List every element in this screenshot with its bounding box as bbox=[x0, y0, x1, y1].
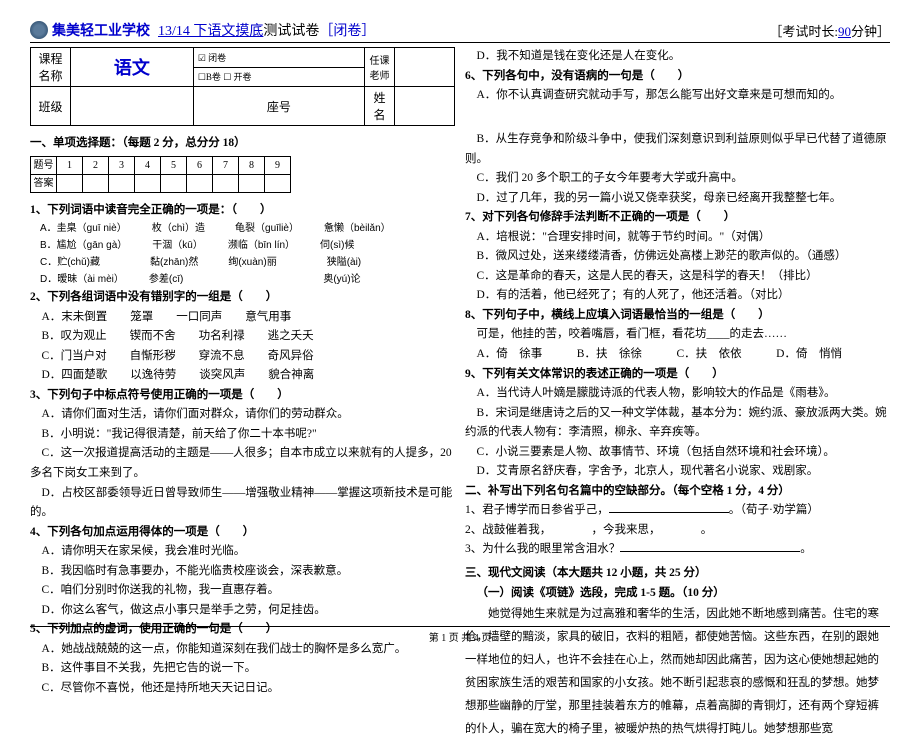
row-label: 答案 bbox=[31, 174, 57, 192]
q3-a: A．请你们面对生活，请你们面对群众，请你们的劳动群众。 bbox=[30, 405, 455, 425]
ans-cell bbox=[83, 174, 109, 192]
q7-c: C．这是革命的春天，这是人民的春天，这是科学的春天！（排比） bbox=[465, 267, 890, 287]
q6-b: B．从生存竞争和阶级斗争中，使我们深刻意识到利益原则似乎早已代替了道德原则。 bbox=[465, 130, 890, 169]
q1-a: A．圭臬（guī niè） 枚（chì）造 龟裂（guīliè） 惫懒（bèil… bbox=[30, 220, 455, 237]
name-cell bbox=[395, 87, 455, 126]
q4-title: 4、下列各句加点运用得体的一项是（ ） bbox=[30, 523, 455, 543]
section1-title: 一、单项选择题：（每题 2 分，总分分 18） bbox=[30, 134, 455, 154]
q9-title: 9、下列有关文体常识的表述正确的一项是（ ） bbox=[465, 365, 890, 385]
num-cell: 2 bbox=[83, 156, 109, 174]
num-cell: 9 bbox=[265, 156, 291, 174]
q7-b: B．微风过处，送来缕缕清香，仿佛远处高楼上渺茫的歌声似的。（通感） bbox=[465, 247, 890, 267]
q4-c: C．咱们分别时你送我的礼物，我一直惠存着。 bbox=[30, 581, 455, 601]
class-cell bbox=[71, 87, 194, 126]
q7-d: D．有的活着，他已经死了；有的人死了，他还活着。（对比） bbox=[465, 286, 890, 306]
q4-d: D．你这么客气，做这点小事只是举手之劳，何足挂齿。 bbox=[30, 601, 455, 621]
q9-b: B．宋词是继唐诗之后的又一种文学体裁，基本分为：婉约派、豪放派两大类。婉约派的代… bbox=[465, 404, 890, 443]
paper-options-2: ☐B卷 ☐ 开卷 bbox=[193, 67, 364, 87]
info-table: 课程名称 语文 ☑ 闭卷 任课老师 ☐B卷 ☐ 开卷 班级 座号 姓名 bbox=[30, 47, 455, 126]
q8-pre: 可是，他挂的苦，咬着嘴唇，看门框，看花坊____的走去…… bbox=[465, 325, 890, 345]
q8-a: A．倚 徐事 B．扶 徐徐 C．扶 依依 D．倚 悄悄 bbox=[465, 345, 890, 365]
exam-time-unit: 分钟］ bbox=[851, 24, 890, 39]
q2-a: A．末未倒置 笼罩 一口同声 意气用事 bbox=[30, 308, 455, 328]
q6-d: D．过了几年，我的另一篇小说又侥幸获奖，母亲已经离开我整整七年。 bbox=[465, 189, 890, 209]
right-column: B．从生存竞争和阶级斗争中，使我们深刻意识到利益原则似乎早已代替了道德原则。 C… bbox=[465, 130, 890, 741]
num-cell: 3 bbox=[109, 156, 135, 174]
row-label: 题号 bbox=[31, 156, 57, 174]
bracket: ［闭卷］ bbox=[319, 20, 375, 40]
ans-cell bbox=[135, 174, 161, 192]
right-top: D．我不知道是钱在变化还是人在变化。 6、下列各句中，没有语病的一句是（ ） A… bbox=[465, 47, 890, 126]
exam-time: ［考试时长:90分钟］ bbox=[769, 21, 890, 40]
course-name: 语文 bbox=[71, 48, 194, 87]
q9-c: C．小说三要素是人物、故事情节、环境（包括自然环境和社会环境）。 bbox=[465, 443, 890, 463]
left-column: 一、单项选择题：（每题 2 分，总分分 18） 题号123456789 答案 1… bbox=[30, 130, 455, 741]
ans-cell bbox=[187, 174, 213, 192]
title-rest: 测试试卷 bbox=[263, 20, 319, 40]
q2-c: C．门当户对 自惭形秽 穿流不息 奇风异俗 bbox=[30, 347, 455, 367]
q5-d: D．我不知道是钱在变化还是人在变化。 bbox=[465, 47, 890, 67]
q6-a: A．你不认真调查研究就动手写，那怎么能写出好文章来是可想而知的。 bbox=[465, 86, 890, 106]
q6-c: C．我们 20 多个职工的子女今年要考大学或升高中。 bbox=[465, 169, 890, 189]
ans-cell bbox=[109, 174, 135, 192]
q5-c: C．尽管你不喜悦，他还是持所地天天记日记。 bbox=[30, 679, 455, 699]
passage-p1: 她觉得她生来就是为过高雅和奢华的生活，因此她不断地感到痛苦。住宅的寒伧，墙壁的黯… bbox=[465, 603, 890, 741]
exam-time-label: ［考试时长: bbox=[769, 24, 838, 39]
ans-cell bbox=[265, 174, 291, 192]
teacher-cell bbox=[395, 48, 455, 87]
q8-title: 8、下列句子中，横线上应填入词语最恰当的一组是（ ） bbox=[465, 306, 890, 326]
num-cell: 1 bbox=[57, 156, 83, 174]
num-cell: 5 bbox=[161, 156, 187, 174]
school-logo-icon bbox=[30, 21, 48, 39]
section3-title: 三、现代文阅读（本大题共 12 小题，共 25 分） bbox=[465, 564, 890, 584]
q2-title: 2、下列各组词语中没有错别字的一组是（ ） bbox=[30, 288, 455, 308]
num-cell: 6 bbox=[187, 156, 213, 174]
q4-b: B．我因临时有急事要办，不能光临贵校座谈会，深表歉意。 bbox=[30, 562, 455, 582]
q7-a: A．培根说："合理安排时间，就等于节约时间。"（对偶） bbox=[465, 228, 890, 248]
q1-d: D．暧昧（ài mèi） 参差(cī) 奥(yú)论 bbox=[30, 271, 455, 288]
course-label: 课程名称 bbox=[31, 48, 71, 87]
q3-b: B．小明说："我记得很清楚，前天给了你二十本书呢?" bbox=[30, 425, 455, 445]
answer-table: 题号123456789 答案 bbox=[30, 156, 291, 193]
school-name: 集美轻工业学校 bbox=[52, 20, 150, 40]
ans-cell bbox=[161, 174, 187, 192]
q3-c: C．这一次报道提高活动的主题是——人很多；自本市成立以来就有的人提多，20 多名… bbox=[30, 444, 455, 483]
q3-title: 3、下列句子中标点符号使用正确的一项是（ ） bbox=[30, 386, 455, 406]
fill-2: 2、战鼓催着我， ，今我来思， 。 bbox=[465, 521, 890, 541]
teacher-label: 任课老师 bbox=[365, 48, 395, 87]
q2-b: B．叹为观止 锲而不舍 功名利禄 逃之夭夭 bbox=[30, 327, 455, 347]
fill-3: 3、为什么我的眼里常含泪水？。 bbox=[465, 540, 890, 560]
q4-a: A．请你明天在家呆候，我会准时光临。 bbox=[30, 542, 455, 562]
q1-b: B．尴尬（gān gà） 干涸（kū） 濒临（bīn lín） 伺(sì)候 bbox=[30, 237, 455, 254]
q2-d: D．四面楚歌 以逸待劳 谈突风声 貌合神离 bbox=[30, 366, 455, 386]
class-label: 班级 bbox=[31, 87, 71, 126]
exam-time-value: 90 bbox=[838, 24, 851, 39]
q3-d: D．占校区部委领导近日曾导致师生——增强敬业精神——掌握这项新技术是可能的。 bbox=[30, 484, 455, 523]
q1-c: C．贮(chǔ)藏 黏(zhān)然 绚(xuàn)丽 狭隘(ài) bbox=[30, 254, 455, 271]
ans-cell bbox=[213, 174, 239, 192]
ans-cell bbox=[57, 174, 83, 192]
num-cell: 8 bbox=[239, 156, 265, 174]
q5-b: B．这件事目不关我，先把它告的说一下。 bbox=[30, 659, 455, 679]
paper-options: ☑ 闭卷 bbox=[193, 48, 364, 68]
section2-title: 二、补写出下列名句名篇中的空缺部分。（每个空格 1 分，4 分） bbox=[465, 482, 890, 502]
section3-sub: （一）阅读《项链》选段，完成 1-5 题。（10 分） bbox=[465, 584, 890, 604]
seat-label: 座号 bbox=[193, 87, 364, 126]
q1-title: 1、下列词语中读音完全正确的一项是：（ ） bbox=[30, 201, 455, 221]
fill-1: 1、君子博学而日参省乎己，。（荀子·劝学篇） bbox=[465, 501, 890, 521]
title-link: 13/14 下语文摸底 bbox=[158, 20, 263, 40]
q9-a: A．当代诗人叶嫡是朦胧诗派的代表人物，影响较大的作品是《雨巷》。 bbox=[465, 384, 890, 404]
ans-cell bbox=[239, 174, 265, 192]
footer: 第 1 页 共 4 页 bbox=[30, 626, 890, 644]
q7-title: 7、对下列各句修辞手法判断不正确的一项是（ ） bbox=[465, 208, 890, 228]
q9-d: D．艾青原名舒庆春，字舍予，北京人，现代著名小说家、戏剧家。 bbox=[465, 462, 890, 482]
name-label: 姓名 bbox=[365, 87, 395, 126]
q6-title: 6、下列各句中，没有语病的一句是（ ） bbox=[465, 67, 890, 87]
num-cell: 7 bbox=[213, 156, 239, 174]
header: 集美轻工业学校 13/14 下语文摸底 测试试卷 ［闭卷］ ［考试时长:90分钟… bbox=[30, 20, 890, 43]
num-cell: 4 bbox=[135, 156, 161, 174]
